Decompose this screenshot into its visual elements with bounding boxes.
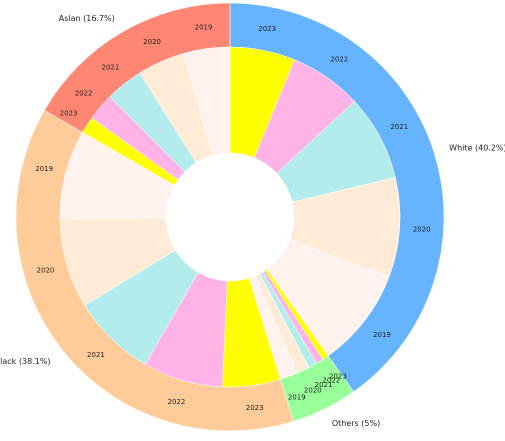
year-label-asian-2022: 2022	[75, 89, 93, 97]
year-label-asian-2019: 2019	[195, 23, 213, 31]
inner-ring	[60, 47, 400, 387]
year-label-asian-2023: 2023	[60, 110, 78, 118]
group-label-others: Others (5%)	[332, 419, 380, 428]
group-label-white: White (40.2%)	[449, 143, 505, 152]
year-label-others-2019: 2019	[288, 394, 306, 402]
year-label-asian-2020: 2020	[143, 38, 161, 46]
donut-hole	[166, 153, 294, 281]
group-label-black: Black (38.1%)	[0, 357, 51, 366]
year-label-white-2021: 2021	[390, 123, 408, 131]
year-label-black-2019: 2019	[35, 165, 53, 173]
year-label-white-2022: 2022	[330, 56, 348, 64]
year-label-others-2020: 2020	[304, 387, 322, 395]
year-label-asian-2021: 2021	[102, 63, 120, 71]
year-label-black-2020: 2020	[37, 266, 55, 274]
year-label-white-2019: 2019	[373, 331, 391, 339]
group-label-asian: Asian (16.7%)	[59, 14, 115, 23]
year-label-black-2021: 2021	[87, 351, 105, 359]
year-label-black-2023: 2023	[246, 404, 264, 412]
year-label-white-2023: 2023	[258, 25, 276, 33]
year-label-white-2020: 2020	[413, 226, 431, 234]
year-label-black-2022: 2022	[168, 398, 186, 406]
